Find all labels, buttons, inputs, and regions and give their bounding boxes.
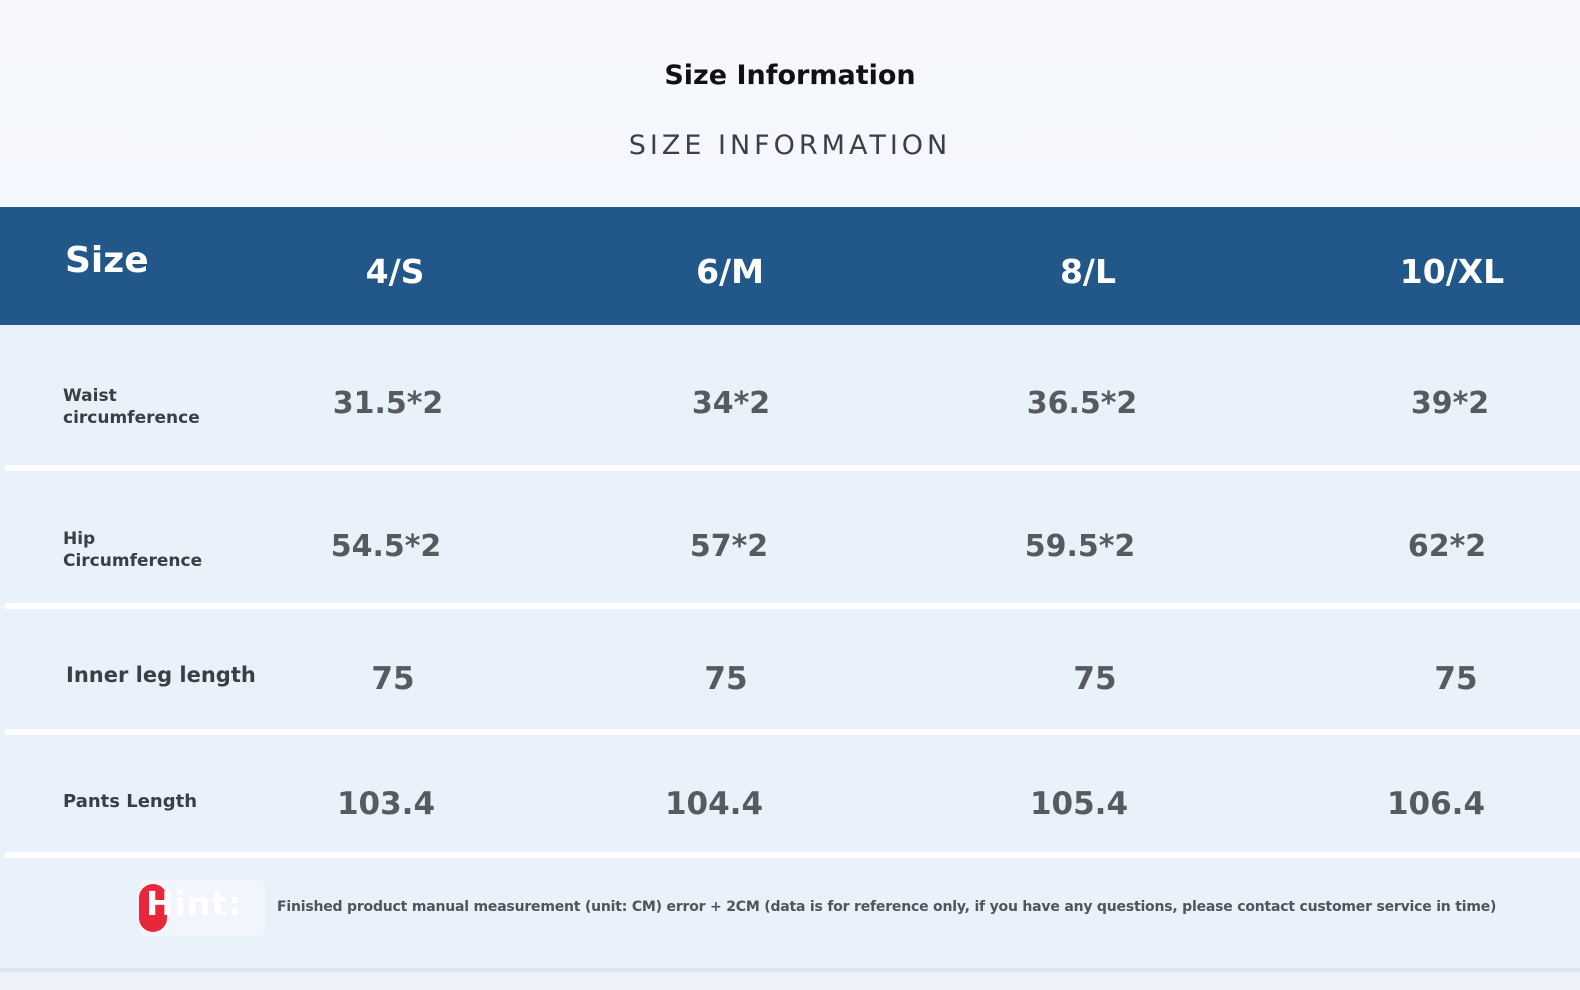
header-col-6m: 6/M — [696, 252, 764, 291]
header-col-4s: 4/S — [365, 252, 425, 291]
row-divider — [5, 603, 1580, 609]
row-label-hip: Hip Circumference — [63, 529, 203, 571]
row-divider — [5, 852, 1580, 858]
table-cell: 54.5*2 — [330, 529, 442, 564]
table-cell: 103.4 — [336, 786, 436, 822]
page-subtitle: SIZE INFORMATION — [628, 130, 952, 161]
table-cell: 75 — [371, 661, 415, 697]
row-divider — [5, 465, 1580, 471]
header-col-10xl: 10/XL — [1399, 252, 1505, 291]
table-cell: 106.4 — [1386, 786, 1486, 822]
row-label-inner-leg: Inner leg length — [66, 663, 256, 687]
table-body — [0, 325, 1580, 970]
table-cell: 36.5*2 — [1026, 386, 1138, 421]
row-divider — [5, 729, 1580, 735]
table-cell: 105.4 — [1029, 786, 1129, 822]
header-col-8l: 8/L — [1059, 252, 1117, 291]
page-title: Size Information — [664, 60, 916, 91]
table-cell: 62*2 — [1407, 529, 1487, 564]
table-cell: 75 — [704, 661, 748, 697]
table-header-band — [0, 207, 1580, 325]
table-cell: 104.4 — [664, 786, 764, 822]
hint-note: Finished product manual measurement (uni… — [277, 899, 1497, 915]
table-cell: 59.5*2 — [1024, 529, 1136, 564]
table-cell: 75 — [1073, 661, 1117, 697]
table-cell: 34*2 — [691, 386, 771, 421]
row-label-pants-length: Pants Length — [63, 791, 198, 812]
bottom-divider — [0, 968, 1580, 972]
table-cell: 57*2 — [689, 529, 769, 564]
row-label-waist: Waist circumference — [63, 386, 200, 428]
hint-badge — [139, 884, 167, 932]
table-cell: 75 — [1434, 661, 1478, 697]
table-cell: 39*2 — [1410, 386, 1490, 421]
table-cell: 31.5*2 — [332, 386, 444, 421]
hint-label: Hint: — [146, 884, 243, 923]
header-size-label: Size — [65, 240, 149, 281]
